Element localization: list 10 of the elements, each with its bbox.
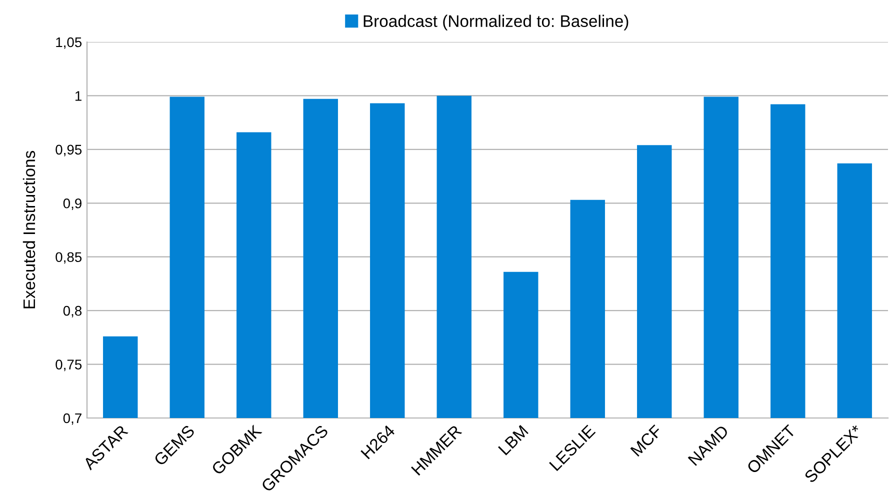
- y-tick-label: 1,05: [56, 37, 82, 49]
- y-tick-label: 0,95: [56, 144, 82, 156]
- y-tick-label: 0,8: [63, 306, 82, 318]
- legend-label: Broadcast (Normalized to: Baseline): [364, 14, 628, 30]
- y-tick-label: 0,9: [63, 198, 82, 210]
- y-tick-label: 0,75: [56, 360, 82, 372]
- y-tick-label: 0,7: [63, 413, 82, 425]
- y-axis-title: Executed Instructions: [22, 150, 36, 308]
- y-tick-label: 0,85: [56, 252, 82, 264]
- y-tick-label: 1: [75, 91, 82, 101]
